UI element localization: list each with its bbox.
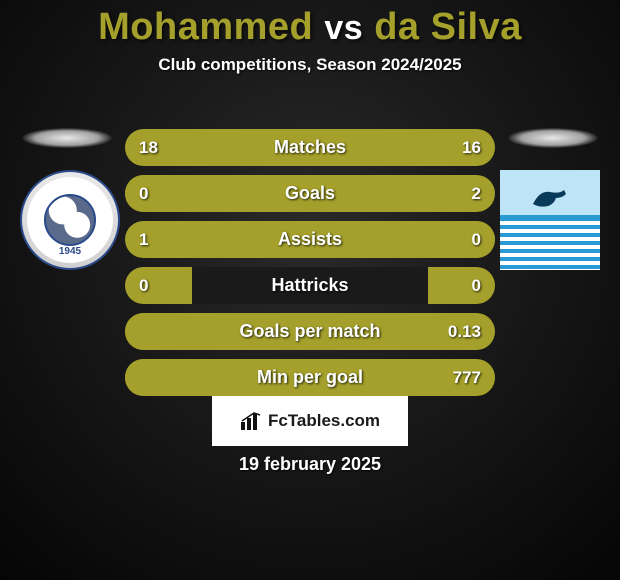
stat-label: Assists (125, 221, 495, 258)
stat-label: Goals (125, 175, 495, 212)
subtitle: Club competitions, Season 2024/2025 (0, 55, 620, 75)
stat-value-right: 0.13 (448, 313, 481, 350)
stats-area: Matches1816Goals02Assists10Hattricks00Go… (0, 120, 620, 405)
stat-row: Goals0 2 (125, 175, 495, 212)
stat-value-right: 16 (462, 129, 481, 166)
content-root: Mohammed vs da Silva Club competitions, … (0, 0, 620, 580)
title-right: da Silva (374, 6, 522, 48)
brand-text: FcTables.com (268, 411, 380, 431)
stat-value-left: 0 (139, 267, 148, 304)
stat-label: Hattricks (125, 267, 495, 304)
stat-value-left: 1 (139, 221, 148, 258)
stat-label: Min per goal (125, 359, 495, 396)
stat-row: Matches18 16 (125, 129, 495, 166)
stat-row: Min per goal777 (125, 359, 495, 396)
date-text: 19 february 2025 (0, 454, 620, 475)
stat-value-right: 0 (472, 267, 481, 304)
stat-value-right: 2 (472, 175, 481, 212)
bars-icon (240, 412, 262, 430)
stat-row: Assists1 0 (125, 221, 495, 258)
title-vs: vs (324, 9, 363, 47)
stat-row: Goals per match0.13 (125, 313, 495, 350)
title-left: Mohammed (98, 6, 313, 48)
stat-label: Matches (125, 129, 495, 166)
stat-label: Goals per match (125, 313, 495, 350)
stat-value-right: 777 (453, 359, 481, 396)
brand-box: FcTables.com (212, 396, 408, 446)
stat-value-right: 0 (472, 221, 481, 258)
stat-value-left: 0 (139, 175, 148, 212)
stat-row: Hattricks0 0 (125, 267, 495, 304)
stat-value-left: 18 (139, 129, 158, 166)
page-title: Mohammed vs da Silva (0, 0, 620, 49)
